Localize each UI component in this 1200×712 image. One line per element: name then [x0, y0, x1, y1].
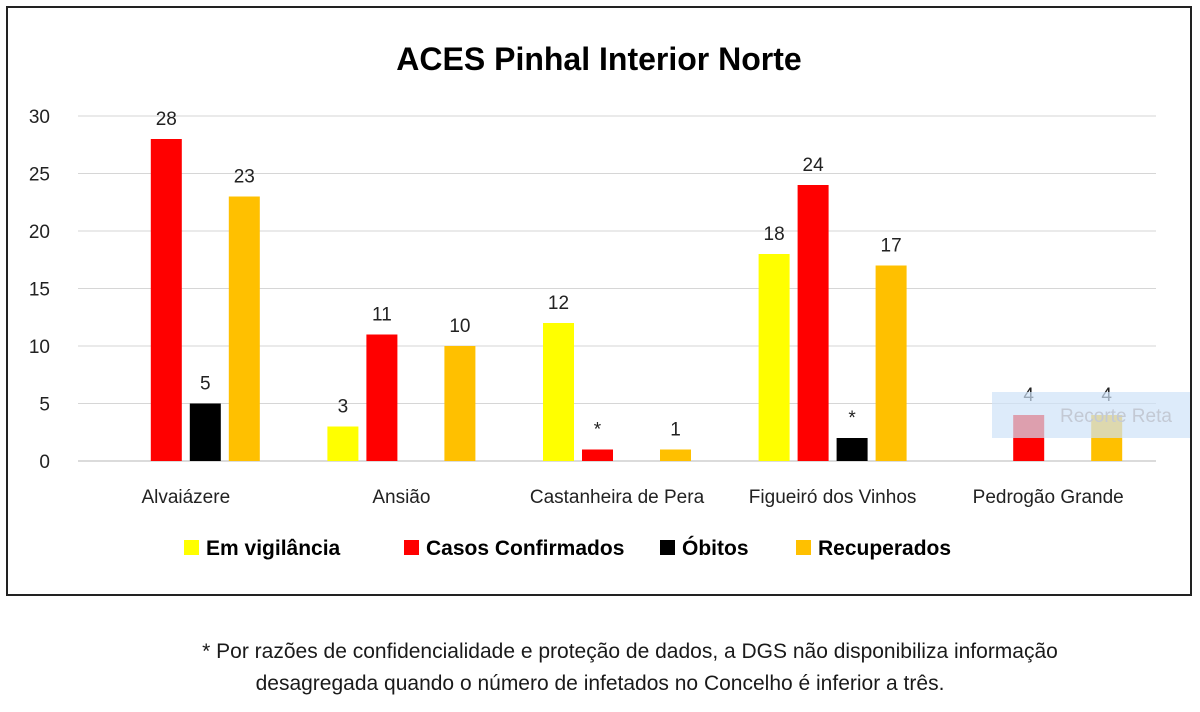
- y-tick-label: 5: [39, 395, 50, 416]
- bar: [366, 334, 398, 461]
- y-tick-label: 10: [29, 337, 50, 358]
- category-label: Pedrogão Grande: [973, 487, 1124, 508]
- bar: [836, 438, 868, 461]
- bar: [875, 265, 907, 461]
- bar: [543, 323, 574, 461]
- data-label: *: [848, 408, 856, 429]
- footnote-line-1: * Por razões de confidencialidade e prot…: [202, 640, 1058, 663]
- legend-label: Em vigilância: [206, 537, 341, 560]
- bar-chart: ACES Pinhal Interior Norte 051015202530 …: [29, 41, 1190, 560]
- data-label: 5: [200, 374, 211, 395]
- footnote-line-2: desagregada quando o número de infetados…: [255, 672, 945, 695]
- legend-label: Óbitos: [682, 536, 749, 560]
- y-tick-label: 30: [29, 107, 50, 128]
- y-tick-label: 0: [39, 452, 50, 473]
- footnote: * Por razões de confidencialidade e prot…: [0, 636, 1200, 700]
- data-label: 17: [881, 236, 902, 257]
- category-label: Figueiró dos Vinhos: [749, 487, 917, 508]
- y-tick-label: 15: [29, 280, 50, 301]
- bar: [150, 139, 182, 461]
- bars: [150, 139, 1123, 461]
- watermark-box: [992, 392, 1190, 438]
- data-label: 12: [548, 293, 569, 314]
- chart-frame: ACES Pinhal Interior Norte 0 5 10 15 20 25 30 …: [6, 6, 1192, 596]
- legend-label: Recuperados: [818, 537, 951, 560]
- watermark: Recorte Reta: [992, 392, 1190, 438]
- legend-swatch: [660, 540, 675, 555]
- y-tick-label: 20: [29, 222, 50, 243]
- bar: [797, 185, 829, 461]
- bar: [660, 449, 691, 461]
- bar: [228, 196, 260, 461]
- data-label: 1: [670, 420, 681, 441]
- legend-swatch: [184, 540, 199, 555]
- data-label: 28: [156, 109, 177, 130]
- bar: [189, 403, 221, 461]
- y-tick-label: 25: [29, 165, 50, 186]
- data-label: *: [594, 420, 602, 441]
- data-label: 3: [338, 397, 349, 418]
- bar: [582, 449, 613, 461]
- data-label: 10: [449, 316, 470, 337]
- data-label: 24: [803, 155, 825, 176]
- bar: [758, 254, 790, 461]
- data-label: 23: [234, 167, 255, 188]
- legend-label: Casos Confirmados: [426, 537, 624, 560]
- legend: Em vigilância Casos Confirmados Óbitos Recu…: [184, 536, 951, 560]
- category-label: Alvaiázere: [141, 487, 230, 508]
- data-label: 11: [372, 305, 392, 326]
- data-label: 18: [764, 224, 785, 245]
- category-axis: Alvaiázere Ansião Castanheira de Pera Figue…: [141, 487, 1123, 508]
- category-label: Ansião: [372, 487, 430, 508]
- chart-title: ACES Pinhal Interior Norte: [396, 41, 801, 77]
- watermark-text: Recorte Reta: [1060, 406, 1172, 427]
- category-label: Castanheira de Pera: [530, 487, 705, 508]
- legend-swatch: [796, 540, 811, 555]
- bar: [444, 346, 476, 461]
- bar: [327, 426, 359, 461]
- legend-swatch: [404, 540, 419, 555]
